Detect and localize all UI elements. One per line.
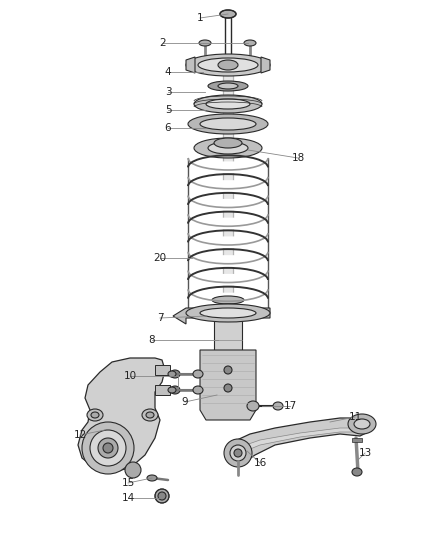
Polygon shape — [261, 57, 270, 73]
Ellipse shape — [158, 492, 166, 500]
Polygon shape — [228, 418, 368, 462]
Text: 8: 8 — [148, 335, 155, 345]
Ellipse shape — [208, 142, 248, 154]
Text: 2: 2 — [160, 38, 166, 48]
Text: 18: 18 — [291, 153, 304, 163]
Ellipse shape — [168, 387, 176, 393]
Text: 9: 9 — [182, 397, 188, 407]
Ellipse shape — [188, 180, 268, 192]
Text: 17: 17 — [283, 401, 297, 411]
Ellipse shape — [220, 10, 236, 18]
Ellipse shape — [90, 430, 126, 466]
Ellipse shape — [125, 462, 141, 478]
Ellipse shape — [244, 40, 256, 46]
Ellipse shape — [142, 409, 158, 421]
Ellipse shape — [200, 308, 256, 318]
Polygon shape — [240, 428, 355, 452]
Ellipse shape — [155, 489, 169, 503]
Text: 14: 14 — [121, 493, 134, 503]
Ellipse shape — [193, 370, 203, 378]
Ellipse shape — [224, 439, 252, 467]
Ellipse shape — [218, 60, 238, 70]
Ellipse shape — [188, 255, 268, 267]
Polygon shape — [155, 385, 170, 395]
Text: 13: 13 — [358, 448, 371, 458]
Ellipse shape — [224, 384, 232, 392]
Polygon shape — [155, 365, 170, 375]
Ellipse shape — [188, 217, 268, 230]
Polygon shape — [352, 438, 362, 442]
Ellipse shape — [194, 138, 262, 158]
Ellipse shape — [186, 304, 270, 322]
Ellipse shape — [186, 54, 270, 76]
Ellipse shape — [273, 402, 283, 410]
Ellipse shape — [170, 386, 180, 394]
Text: 6: 6 — [165, 123, 171, 133]
Polygon shape — [78, 358, 165, 472]
Ellipse shape — [188, 161, 268, 173]
Ellipse shape — [188, 274, 268, 286]
Text: 15: 15 — [121, 478, 134, 488]
Ellipse shape — [200, 118, 256, 130]
Ellipse shape — [212, 296, 244, 304]
Polygon shape — [186, 57, 195, 73]
Ellipse shape — [352, 468, 362, 476]
Text: 5: 5 — [165, 105, 171, 115]
Text: 12: 12 — [74, 430, 87, 440]
Ellipse shape — [147, 475, 157, 481]
Ellipse shape — [208, 81, 248, 91]
Ellipse shape — [224, 366, 232, 374]
Ellipse shape — [214, 138, 242, 148]
Text: 10: 10 — [124, 371, 137, 381]
Ellipse shape — [206, 99, 250, 109]
Text: 3: 3 — [165, 87, 171, 97]
Ellipse shape — [146, 412, 154, 418]
Ellipse shape — [230, 445, 246, 461]
Ellipse shape — [188, 236, 268, 248]
Ellipse shape — [194, 95, 262, 113]
Polygon shape — [214, 300, 242, 415]
Ellipse shape — [348, 414, 376, 434]
Ellipse shape — [234, 449, 242, 457]
Ellipse shape — [91, 412, 99, 418]
Text: 20: 20 — [153, 253, 166, 263]
Text: 7: 7 — [157, 313, 163, 323]
Ellipse shape — [87, 409, 103, 421]
Text: 4: 4 — [165, 67, 171, 77]
Ellipse shape — [98, 438, 118, 458]
Ellipse shape — [103, 443, 113, 453]
Ellipse shape — [198, 58, 258, 72]
Ellipse shape — [247, 401, 259, 411]
Ellipse shape — [168, 371, 176, 377]
Ellipse shape — [170, 370, 180, 378]
Text: 16: 16 — [253, 458, 267, 468]
Ellipse shape — [188, 293, 268, 305]
Ellipse shape — [354, 419, 370, 429]
Text: 1: 1 — [197, 13, 203, 23]
Ellipse shape — [199, 40, 211, 46]
Ellipse shape — [214, 304, 242, 312]
Ellipse shape — [188, 114, 268, 134]
Polygon shape — [200, 350, 256, 420]
Polygon shape — [173, 308, 270, 324]
Ellipse shape — [218, 83, 238, 89]
Ellipse shape — [82, 422, 134, 474]
Ellipse shape — [188, 199, 268, 211]
Ellipse shape — [193, 386, 203, 394]
Text: 11: 11 — [348, 412, 362, 422]
